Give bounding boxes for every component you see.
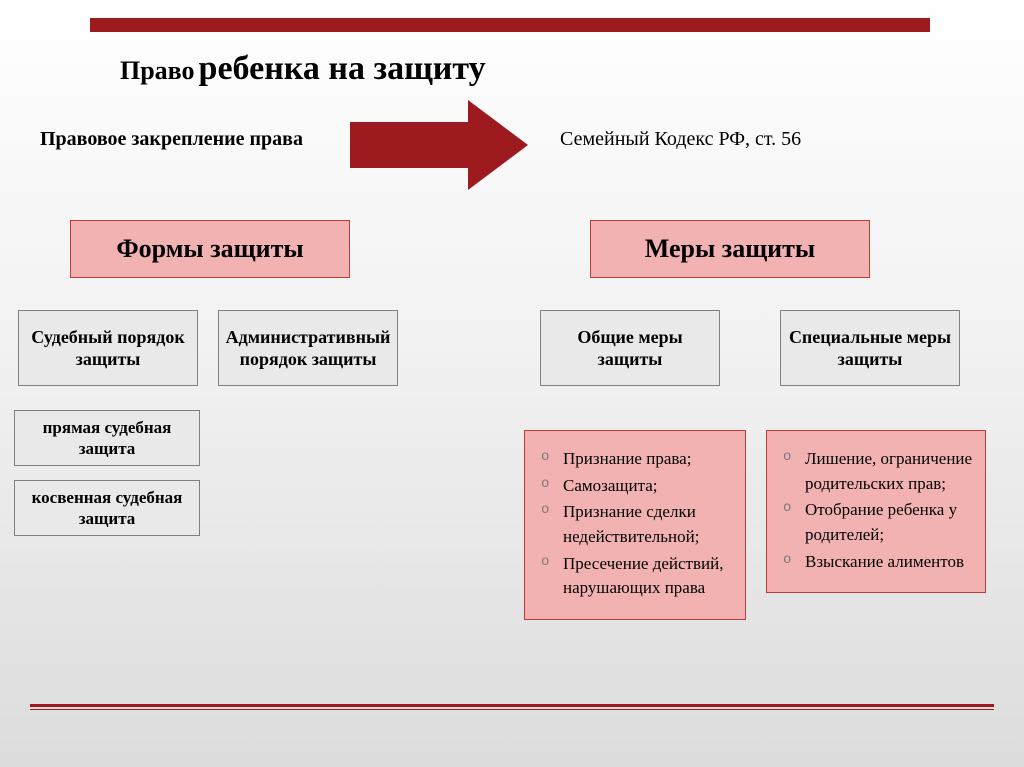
bottom-divider <box>30 704 994 707</box>
header-measures: Меры защиты <box>590 220 870 278</box>
page-title: Право ребенка на защиту <box>120 50 486 88</box>
top-accent-bar <box>90 18 930 32</box>
subbox-general-measures: Общие меры защиты <box>540 310 720 386</box>
list-item: Лишение, ограничение родительских прав; <box>781 447 975 496</box>
arrow-head <box>468 100 528 190</box>
list-general-measures: Признание права;Самозащита;Признание сде… <box>524 430 746 620</box>
list-item: Признание сделки недействительной; <box>539 500 735 549</box>
list-special-measures: Лишение, ограничение родительских прав;О… <box>766 430 986 593</box>
subtitle-left: Правовое закрепление права <box>40 128 303 151</box>
list-item: Самозащита; <box>539 474 735 499</box>
arrow-icon <box>350 100 540 190</box>
title-part1: Право <box>120 56 195 85</box>
subbox-special-measures: Специальные меры защиты <box>780 310 960 386</box>
smallbox-direct-judicial: прямая судебная защита <box>14 410 200 466</box>
list-item: Отобрание ребенка у родителей; <box>781 498 975 547</box>
header-forms: Формы защиты <box>70 220 350 278</box>
list-item: Пресечение действий, нарушающих права <box>539 552 735 601</box>
arrow-body <box>350 122 470 168</box>
list-item: Взыскание алиментов <box>781 550 975 575</box>
smallbox-indirect-judicial: косвенная судебная защита <box>14 480 200 536</box>
title-part2: ребенка на защиту <box>199 50 486 87</box>
subbox-judicial: Судебный порядок защиты <box>18 310 198 386</box>
subbox-administrative: Административный порядок защиты <box>218 310 398 386</box>
subtitle-right: Семейный Кодекс РФ, ст. 56 <box>560 128 801 151</box>
list-item: Признание права; <box>539 447 735 472</box>
